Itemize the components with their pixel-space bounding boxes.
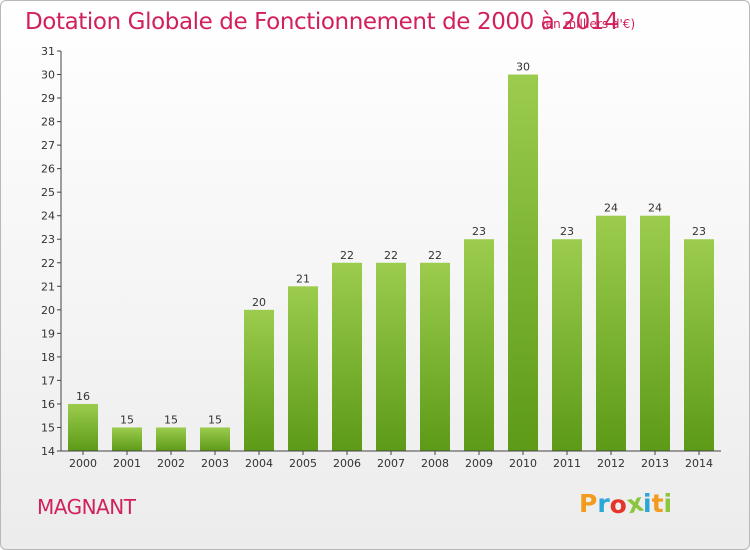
y-tick-label: 25: [41, 186, 55, 199]
bar: [244, 309, 274, 451]
x-tick-label: 2012: [597, 457, 625, 470]
x-tick-label: 2008: [421, 457, 449, 470]
commune-name: MAGNANT: [37, 495, 136, 519]
bar: [640, 215, 670, 451]
data-label: 23: [472, 225, 486, 238]
x-tick-label: 2004: [245, 457, 273, 470]
data-label: 22: [428, 249, 442, 262]
y-tick-label: 14: [41, 445, 55, 458]
proxiti-logo: Proxiti: [579, 488, 673, 520]
bar: [376, 262, 406, 451]
chart-title: Dotation Globale de Fonctionnement de 20…: [25, 9, 619, 35]
logo-letter: t: [651, 489, 664, 518]
data-label: 24: [604, 202, 618, 215]
data-label: 23: [692, 225, 706, 238]
y-tick-label: 31: [41, 45, 55, 58]
data-label: 22: [340, 249, 354, 262]
bar: [156, 427, 186, 451]
data-label: 15: [164, 413, 178, 426]
x-tick-label: 2002: [157, 457, 185, 470]
bar: [552, 239, 582, 451]
data-label: 16: [76, 390, 90, 403]
x-tick-label: 2013: [641, 457, 669, 470]
y-tick-label: 26: [41, 163, 55, 176]
bar: [684, 239, 714, 451]
data-label: 30: [516, 61, 530, 74]
logo-letter: o: [609, 490, 627, 519]
chart-subtitle: (en milliers d'€): [541, 17, 636, 31]
data-label: 15: [120, 413, 134, 426]
y-tick-label: 30: [41, 69, 55, 82]
x-tick-label: 2010: [509, 457, 537, 470]
logo-letter: i: [643, 489, 652, 518]
bar: [112, 427, 142, 451]
logo-letter: i: [663, 489, 673, 518]
bar: [508, 74, 538, 451]
y-tick-label: 20: [41, 304, 55, 317]
y-tick-label: 28: [41, 116, 55, 129]
x-tick-label: 2003: [201, 457, 229, 470]
x-tick-label: 2009: [465, 457, 493, 470]
logo-letter: r: [597, 489, 610, 518]
y-tick-label: 21: [41, 280, 55, 293]
x-tick-label: 2005: [289, 457, 317, 470]
y-tick-label: 15: [41, 421, 55, 434]
y-tick-label: 16: [41, 398, 55, 411]
bar: [332, 262, 362, 451]
x-tick-label: 2011: [553, 457, 581, 470]
bar: [420, 262, 450, 451]
data-label: 20: [252, 296, 266, 309]
data-label: 21: [296, 272, 310, 285]
x-tick-label: 2006: [333, 457, 361, 470]
data-label: 22: [384, 249, 398, 262]
logo-letter: P: [579, 489, 598, 518]
y-tick-label: 17: [41, 374, 55, 387]
bar: [596, 215, 626, 451]
bar: [68, 403, 98, 451]
y-tick-label: 27: [41, 139, 55, 152]
data-label: 15: [208, 413, 222, 426]
x-axis: 2000 2001 2002 2003 2004 2005 2006 2007 2008 2009…: [61, 450, 721, 470]
y-tick-label: 19: [41, 327, 55, 340]
y-tick-label: 23: [41, 233, 55, 246]
x-tick-label: 2000: [69, 457, 97, 470]
y-tick-label: 24: [41, 210, 55, 223]
data-label: 24: [648, 202, 662, 215]
x-tick-label: 2001: [113, 457, 141, 470]
y-tick-label: 29: [41, 92, 55, 105]
data-label: 23: [560, 225, 574, 238]
bar: [288, 286, 318, 451]
bars: 16 15 15 15 20 21 22 22 22 23 30 23 24 24 23: [68, 61, 714, 451]
y-tick-label: 22: [41, 257, 55, 270]
y-axis: 14 15 16 17 18 19 20 21 22 23 24 25 26 27 28 29 30 31: [41, 45, 62, 458]
x-tick-label: 2007: [377, 457, 405, 470]
y-tick-label: 18: [41, 351, 55, 364]
bar: [464, 239, 494, 451]
x-tick-label: 2014: [685, 457, 713, 470]
bar: [200, 427, 230, 451]
